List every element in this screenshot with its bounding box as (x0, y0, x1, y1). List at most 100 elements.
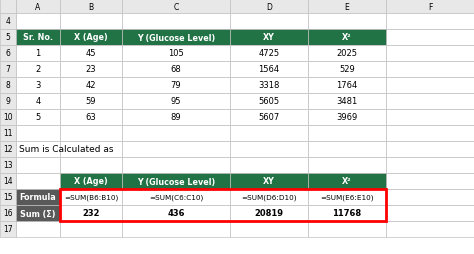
Bar (122, 173, 230, 189)
Bar (16, 157, 60, 173)
Bar (230, 62, 308, 78)
Bar (122, 62, 230, 78)
Bar (16, 0, 60, 14)
Text: Sum is Calculated as: Sum is Calculated as (19, 145, 113, 154)
Text: XY: XY (263, 177, 275, 186)
Bar (230, 189, 308, 205)
Bar (122, 125, 230, 141)
Bar (308, 62, 386, 78)
Bar (386, 173, 474, 189)
Bar (60, 109, 122, 125)
Bar (386, 46, 474, 62)
Bar (16, 109, 60, 125)
Bar (0, 0, 16, 14)
Bar (308, 30, 386, 46)
Text: Sum (Σ): Sum (Σ) (20, 209, 56, 218)
Bar (308, 78, 386, 94)
Text: =SUM(C6:C10): =SUM(C6:C10) (149, 194, 203, 200)
Bar (16, 189, 60, 205)
Bar (386, 125, 474, 141)
Bar (122, 173, 230, 189)
Bar (16, 173, 60, 189)
Text: 1564: 1564 (258, 65, 280, 74)
Bar (386, 189, 474, 205)
Bar (16, 46, 60, 62)
Text: B: B (89, 3, 93, 11)
Text: 4725: 4725 (258, 49, 280, 58)
Text: 12: 12 (3, 145, 13, 154)
Bar (308, 0, 386, 14)
Bar (0, 221, 16, 237)
Text: X (Age): X (Age) (74, 33, 108, 42)
Bar (60, 94, 122, 109)
Bar (386, 221, 474, 237)
Bar (0, 205, 16, 221)
Bar (122, 189, 230, 205)
Text: 2025: 2025 (337, 49, 357, 58)
Bar (308, 205, 386, 221)
Bar (0, 94, 16, 109)
Bar (308, 46, 386, 62)
Bar (230, 46, 308, 62)
Text: Y (Glucose Level): Y (Glucose Level) (137, 177, 215, 186)
Bar (308, 109, 386, 125)
Bar (122, 0, 230, 14)
Bar (60, 62, 122, 78)
Text: 4: 4 (36, 97, 41, 106)
Bar (60, 46, 122, 62)
Bar (386, 205, 474, 221)
Bar (230, 94, 308, 109)
Bar (308, 109, 386, 125)
Bar (0, 46, 16, 62)
Bar (16, 46, 60, 62)
Text: 5: 5 (6, 33, 10, 42)
Bar (16, 30, 60, 46)
Text: =SUM(E6:E10): =SUM(E6:E10) (320, 194, 374, 200)
Text: 3969: 3969 (337, 113, 357, 122)
Bar (386, 109, 474, 125)
Text: 10: 10 (3, 113, 13, 122)
Text: X (Age): X (Age) (74, 177, 108, 186)
Bar (230, 46, 308, 62)
Text: 20819: 20819 (255, 209, 283, 218)
Bar (16, 221, 60, 237)
Bar (122, 141, 230, 157)
Bar (0, 173, 16, 189)
Bar (386, 62, 474, 78)
Text: 16: 16 (3, 209, 13, 218)
Bar (308, 14, 386, 30)
Text: 7: 7 (6, 65, 10, 74)
Bar (0, 78, 16, 94)
Bar (230, 157, 308, 173)
Bar (308, 46, 386, 62)
Bar (60, 205, 122, 221)
Bar (16, 14, 60, 30)
Bar (230, 94, 308, 109)
Bar (230, 205, 308, 221)
Bar (122, 46, 230, 62)
Bar (16, 62, 60, 78)
Text: C: C (173, 3, 179, 11)
Text: 2: 2 (36, 65, 41, 74)
Bar (386, 141, 474, 157)
Bar (308, 125, 386, 141)
Text: F: F (428, 3, 432, 11)
Text: 15: 15 (3, 193, 13, 202)
Text: 436: 436 (167, 209, 185, 218)
Bar (308, 157, 386, 173)
Bar (230, 189, 308, 205)
Text: 232: 232 (82, 209, 100, 218)
Bar (308, 173, 386, 189)
Bar (16, 62, 60, 78)
Text: 59: 59 (86, 97, 96, 106)
Text: 1764: 1764 (337, 81, 357, 90)
Bar (60, 173, 122, 189)
Text: 68: 68 (171, 65, 182, 74)
Bar (122, 78, 230, 94)
Bar (308, 221, 386, 237)
Bar (0, 30, 16, 46)
Text: 1: 1 (36, 49, 41, 58)
Bar (60, 0, 122, 14)
Bar (230, 78, 308, 94)
Bar (230, 125, 308, 141)
